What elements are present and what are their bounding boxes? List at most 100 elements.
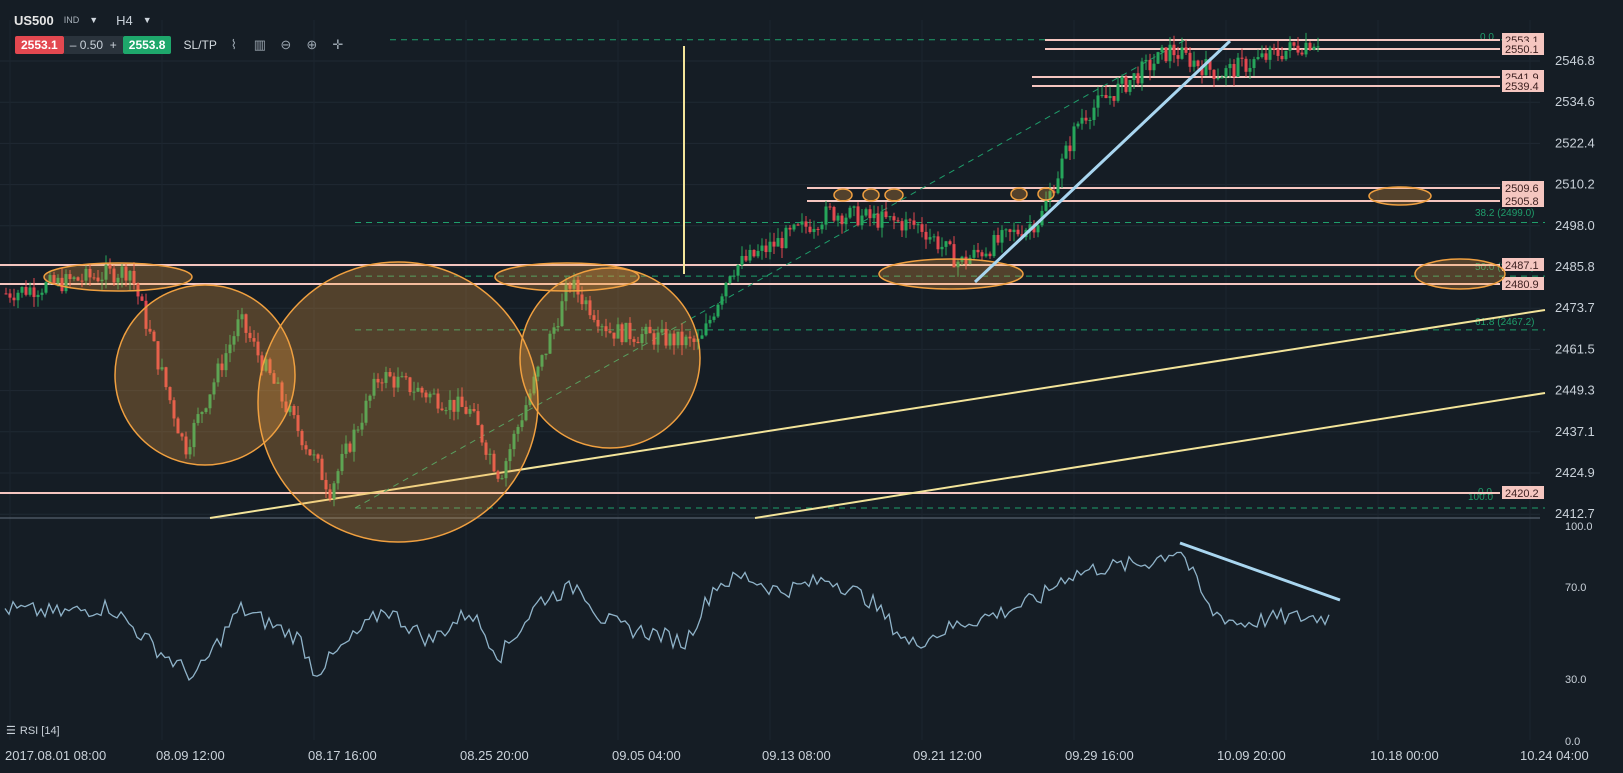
candle-body (172, 400, 176, 419)
candle-body (492, 453, 496, 472)
candle-body (152, 331, 156, 342)
candle-body (328, 489, 332, 499)
symbol-name[interactable]: US500 (14, 12, 54, 28)
candle-body (868, 209, 872, 219)
candle-body (668, 333, 672, 346)
candle-body (264, 359, 268, 371)
timeframe-selector[interactable]: H4 (116, 12, 133, 28)
candle-body (876, 213, 880, 228)
time-axis-label: 10.18 00:00 (1370, 748, 1439, 763)
candle-body (828, 206, 832, 208)
candle-body (1304, 42, 1308, 55)
candle-body (904, 219, 908, 231)
spread-minus: – (69, 38, 77, 52)
candle-body (248, 332, 252, 339)
candle-body (692, 338, 696, 342)
candles-icon[interactable]: ▥ (253, 37, 266, 52)
candle-body (1008, 229, 1012, 233)
rsi-label-text: RSI [14] (19, 724, 60, 737)
candle-body (300, 430, 304, 446)
candle-body (232, 336, 236, 345)
candle-body (1212, 69, 1216, 79)
trend-line (754, 392, 1546, 519)
candle-body (96, 277, 100, 282)
candle-body (368, 395, 372, 401)
candle-body (108, 264, 112, 269)
hamburger-icon[interactable]: ☰ (6, 725, 16, 737)
zoom-out-icon[interactable]: ⊖ (280, 37, 292, 52)
line-chart-icon[interactable]: ⌇ (230, 37, 238, 52)
sltp-button[interactable]: SL/TP (183, 38, 217, 52)
candle-body (1284, 50, 1288, 60)
candle-body (1156, 52, 1160, 64)
candle-body (616, 324, 620, 339)
highlight-ellipse (862, 188, 880, 202)
sell-price-button[interactable]: 2553.1 (15, 36, 64, 54)
candle-body (380, 382, 384, 384)
candle-body (1292, 42, 1296, 46)
candle-body (312, 454, 316, 456)
candle-body (860, 215, 864, 226)
candle-body (500, 478, 504, 480)
level-label-bg (1502, 194, 1544, 207)
candle-body (924, 231, 928, 240)
price-axis-label: 2424.9 (1555, 465, 1595, 480)
candle-body (968, 257, 972, 264)
candle-body (848, 207, 852, 218)
candle-body (564, 284, 568, 302)
highlight-circle (257, 261, 539, 543)
zoom-in-icon[interactable]: ⊕ (306, 37, 318, 52)
spread-plus: + (109, 38, 117, 52)
time-axis-label: 10.09 20:00 (1217, 748, 1286, 763)
candle-body (1264, 53, 1268, 60)
exchange-tag: IND (63, 15, 80, 25)
top-toolbar: US500 IND ▼ H4 ▼ (14, 10, 152, 30)
chevron-down-icon[interactable]: ▼ (89, 15, 99, 25)
candle-body (1096, 95, 1100, 108)
candle-body (988, 253, 992, 257)
price-axis-label: 2449.3 (1555, 383, 1595, 398)
fib-label: 61.8 (2467.2) (1475, 317, 1535, 328)
candle-body (468, 408, 472, 414)
level-label: 2420.2 (1505, 488, 1539, 500)
candle-body (1104, 95, 1108, 99)
candle-body (664, 328, 668, 346)
candle-body (1148, 59, 1152, 71)
candle-body (1280, 55, 1284, 60)
level-label: 2505.8 (1505, 196, 1539, 208)
candle-body (780, 238, 784, 249)
candle-body (244, 314, 248, 333)
candle-body (252, 338, 256, 342)
candle-body (1152, 63, 1156, 71)
candle-body (68, 274, 72, 280)
candle-body (64, 274, 68, 292)
buy-price-button[interactable]: 2553.8 (122, 36, 172, 54)
candle-body (464, 406, 468, 414)
candle-body (476, 411, 480, 426)
candle-body (548, 333, 552, 354)
candle-body (636, 341, 640, 344)
candle-body (1108, 96, 1112, 99)
candle-body (1232, 64, 1236, 77)
candle-body (1084, 117, 1088, 121)
move-icon[interactable]: ✛ (332, 37, 344, 52)
candle-body (208, 394, 212, 409)
candle-body (572, 279, 576, 289)
highlight-ellipse (1037, 187, 1055, 201)
candle-body (992, 235, 996, 257)
level-label-bg (1502, 277, 1544, 290)
chevron-down-icon[interactable]: ▼ (142, 15, 152, 25)
candle-body (1044, 200, 1048, 211)
rsi-indicator-label[interactable]: ☰ RSI [14] (6, 724, 60, 738)
candle-body (1240, 57, 1244, 59)
fib-diagonal-line (354, 39, 1186, 509)
candle-body (700, 335, 704, 339)
candle-body (984, 253, 988, 257)
candle-body (792, 224, 796, 230)
candle-body (1220, 77, 1224, 79)
candle-body (188, 447, 192, 455)
candle-body (52, 275, 56, 284)
candle-body (1256, 57, 1260, 60)
candle-body (348, 443, 352, 452)
